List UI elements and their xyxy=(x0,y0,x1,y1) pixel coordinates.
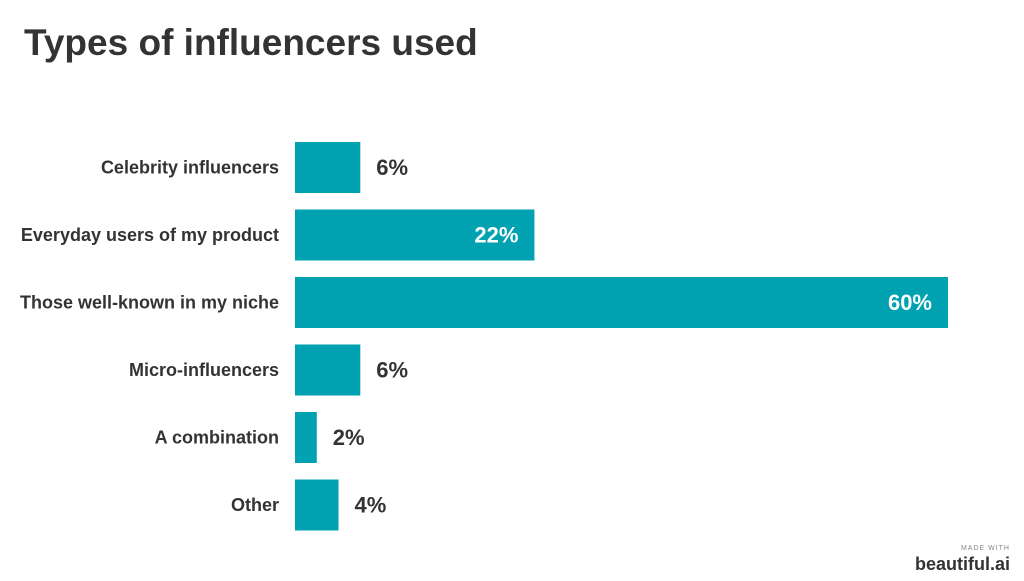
bar xyxy=(295,412,317,463)
category-label: Micro-influencers xyxy=(129,360,279,380)
value-label: 22% xyxy=(474,223,518,248)
bar xyxy=(295,344,361,396)
bar xyxy=(295,142,361,193)
bar xyxy=(295,277,948,328)
bar xyxy=(295,479,339,531)
made-with-watermark: MADE WITH beautiful.ai xyxy=(915,545,1010,573)
category-label: Other xyxy=(231,495,279,515)
category-label: A combination xyxy=(155,428,279,448)
value-label: 60% xyxy=(888,290,932,315)
chart-title: Types of influencers used xyxy=(24,22,478,63)
value-label: 6% xyxy=(376,358,408,383)
category-label: Those well-known in my niche xyxy=(20,293,279,313)
bar xyxy=(295,209,535,261)
value-label: 6% xyxy=(376,155,408,180)
category-label: Everyday users of my product xyxy=(21,225,279,245)
value-label: 2% xyxy=(333,425,365,450)
watermark-brand: beautiful.ai xyxy=(914,554,1010,574)
category-label: Celebrity influencers xyxy=(101,158,279,178)
value-label: 4% xyxy=(355,493,387,518)
watermark-small-text: MADE WITH xyxy=(960,545,1010,552)
